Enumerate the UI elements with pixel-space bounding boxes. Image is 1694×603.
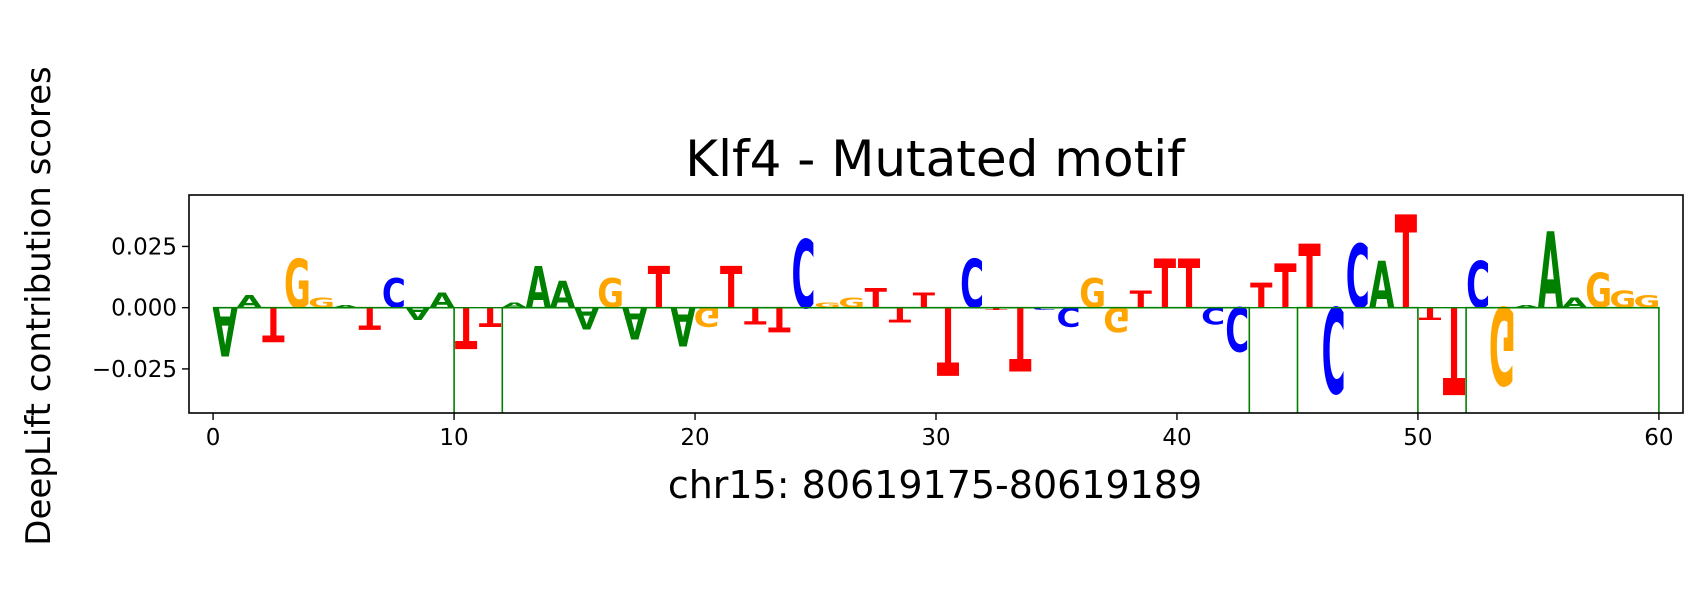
logo-letter-37: G — [1103, 300, 1130, 339]
logo-letter-6: T — [359, 300, 382, 335]
logo-letter-0: A — [212, 291, 237, 369]
logo-letter-36: G — [1079, 270, 1106, 317]
logo-letter-44: T — [1274, 253, 1296, 323]
logo-letter-54: A — [1514, 305, 1539, 309]
logo-letter-46: C — [1322, 279, 1346, 415]
logo-letter-56: A — [1562, 295, 1588, 311]
logo-letter-39: T — [1154, 247, 1176, 325]
x-tick-label: 50 — [1403, 425, 1432, 451]
logo-letter-10: T — [455, 294, 478, 360]
x-axis-label: chr15: 80619175-80619189 — [668, 463, 1202, 507]
logo-letter-41: C — [1201, 302, 1225, 329]
logo-letter-50: T — [1419, 303, 1442, 322]
logo-letter-9: A — [429, 290, 454, 313]
logo-letter-14: A — [550, 275, 575, 317]
logo-letter-58: G — [1609, 286, 1636, 313]
logo-letter-8: A — [405, 303, 430, 322]
logo-letter-48: A — [1369, 249, 1394, 323]
logo-letter-45: T — [1298, 227, 1320, 329]
y-tick-label: −0.025 — [92, 357, 177, 383]
logo-letter-3: G — [284, 247, 311, 325]
logo-letter-52: C — [1466, 249, 1490, 323]
logo-letter-49: T — [1395, 190, 1417, 338]
logo-letter-28: T — [889, 302, 912, 325]
logo-letter-18: T — [648, 255, 671, 321]
logo-letter-23: T — [768, 300, 791, 339]
logo-letter-29: T — [913, 290, 936, 313]
logo-letter-4: G — [308, 295, 335, 311]
logo-letter-53: G — [1489, 282, 1516, 408]
logo-letter-15: A — [574, 300, 600, 335]
x-tick-label: 30 — [921, 425, 950, 451]
logo-letter-42: C — [1225, 293, 1249, 363]
logo-letter-22: T — [744, 302, 767, 329]
logo-letter-27: T — [865, 283, 888, 314]
logo-letter-34: C — [1032, 307, 1056, 311]
y-tick-label: 0.025 — [111, 234, 177, 260]
logo-letter-31: C — [960, 247, 984, 325]
logo-letter-59: G — [1633, 293, 1660, 312]
y-axis: −0.025 0.000 0.025 — [92, 234, 189, 383]
y-tick-label: 0.000 — [111, 296, 177, 322]
x-tick-label: 10 — [439, 425, 468, 451]
logo-letter-55: A — [1538, 212, 1563, 333]
logo-letter-17: A — [622, 296, 647, 347]
x-tick-label: 60 — [1644, 425, 1673, 451]
logo-letter-24: C — [791, 221, 815, 331]
logo-letter-7: C — [382, 270, 406, 317]
logo-letter-26: G — [838, 295, 865, 311]
logo-letter-12: A — [502, 301, 528, 309]
x-tick-label: 0 — [206, 425, 221, 451]
logo-letter-30: T — [937, 285, 959, 395]
logo-letter-38: T — [1130, 286, 1153, 313]
logo-letter-5: A — [333, 305, 358, 309]
chart-title: Klf4 - Mutated motif — [685, 130, 1186, 188]
logo-letter-43: T — [1250, 276, 1273, 315]
x-tick-label: 20 — [680, 425, 709, 451]
logo-letter-57: G — [1585, 264, 1612, 320]
logo-letter-47: C — [1346, 227, 1370, 329]
logo-letter-35: C — [1057, 300, 1081, 331]
logo-letter-13: A — [526, 255, 551, 321]
logo-letter-32: T — [985, 307, 1008, 311]
logo-letter-16: G — [597, 270, 624, 317]
logo-letter-51: T — [1443, 279, 1465, 420]
logo-letter-2: T — [262, 296, 285, 352]
logo-letter-40: T — [1178, 247, 1200, 325]
logo-letter-19: A — [670, 294, 696, 356]
logo-letter-21: T — [720, 255, 743, 321]
logo-letter-1: A — [237, 293, 262, 312]
logo-letter-20: G — [694, 300, 721, 331]
logo-letter-11: T — [479, 300, 502, 331]
logo-letter-25: G — [814, 301, 841, 309]
logo-letter-33: T — [1009, 286, 1031, 388]
y-axis-label: DeepLift contribution scores — [19, 66, 59, 545]
x-tick-label: 40 — [1162, 425, 1191, 451]
x-axis: 0 10 20 30 40 50 60 — [206, 413, 1674, 451]
